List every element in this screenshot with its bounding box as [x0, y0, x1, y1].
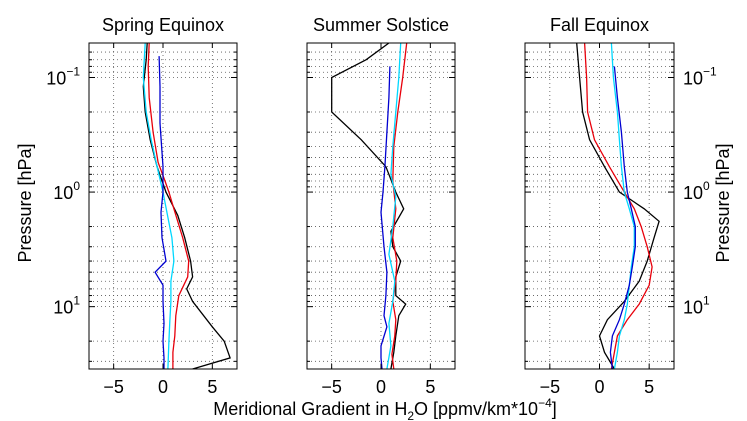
grid: [525, 43, 674, 369]
series-group: [576, 43, 660, 369]
y-tick-label: 100: [53, 179, 80, 203]
series-line-red: [391, 43, 408, 369]
panel-title: Fall Equinox: [550, 15, 649, 35]
x-tick-label: 0: [376, 377, 386, 397]
y-axis-label-right: Pressure [hPa]: [713, 143, 733, 262]
series-group: [142, 43, 231, 369]
x-axis-label-end: ]: [552, 399, 557, 419]
series-line-red: [147, 43, 190, 369]
panel-1: Spring Equinox −5 0 5 10−1 100 101: [46, 15, 238, 397]
series-line-blue: [154, 56, 167, 369]
grid: [307, 43, 455, 369]
series-line-black: [331, 43, 407, 369]
x-axis-label: Meridional Gradient in H2O [ppmv/km*10−4…: [213, 396, 557, 421]
series-line-red: [583, 43, 653, 369]
x-tick-label: −5: [321, 377, 342, 397]
x-tick-label: 5: [425, 377, 435, 397]
x-tick-label: 5: [207, 377, 217, 397]
panel-3: Fall Equinox −5 0 5 10−1 100 101: [524, 15, 717, 397]
panel-title: Spring Equinox: [102, 15, 224, 35]
x-axis-label-main: Meridional Gradient in H: [213, 399, 407, 419]
x-tick-label: 0: [158, 377, 168, 397]
series-line-cyan: [142, 43, 175, 369]
x-tick-label: 5: [644, 377, 654, 397]
series-line-black: [142, 43, 231, 369]
y-tick-label: 10−1: [46, 64, 80, 88]
series-line-blue: [380, 66, 391, 369]
series-line-black: [576, 43, 660, 369]
x-tick-label: 0: [594, 377, 604, 397]
series-line-cyan: [610, 43, 635, 369]
x-tick-label: −5: [103, 377, 124, 397]
y-axis-label-left: Pressure [hPa]: [15, 143, 35, 262]
series-line-blue: [609, 66, 636, 369]
x-axis-label-sup: −4: [538, 396, 552, 410]
series-group: [331, 43, 408, 369]
y-tick-label: 101: [683, 294, 710, 318]
y-tick-label: 100: [683, 179, 710, 203]
panels: Spring Equinox −5 0 5 10−1 100 101 Summer Solst…: [46, 15, 717, 397]
panel-2: Summer Solstice −5 0 5: [306, 15, 456, 397]
y-tick-label: 101: [53, 294, 80, 318]
x-axis-label-sub: 2: [407, 409, 414, 421]
x-axis-label-rest: O [ppmv/km*10: [414, 399, 538, 419]
grid: [89, 43, 237, 369]
y-tick-label: 10−1: [683, 64, 717, 88]
panel-title: Summer Solstice: [313, 15, 449, 35]
series-line-cyan: [386, 43, 402, 369]
x-tick-label: −5: [540, 377, 561, 397]
